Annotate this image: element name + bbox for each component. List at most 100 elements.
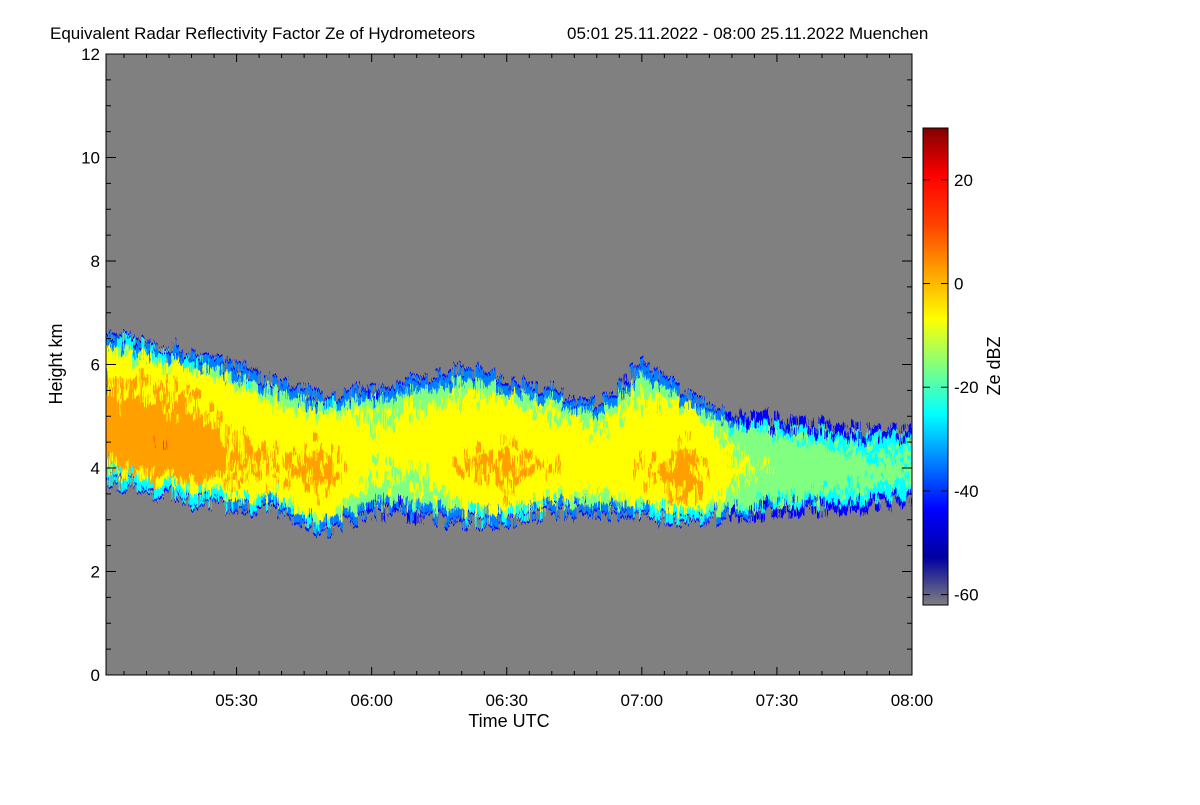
- cloud-cell: [306, 463, 310, 473]
- cloud-cell: [763, 411, 767, 420]
- cloud-cell: [450, 497, 454, 509]
- cloud-edge-top: [472, 378, 476, 381]
- cloud-cell: [756, 443, 760, 452]
- cloud-cell: [155, 398, 159, 411]
- cloud-cell: [761, 512, 765, 521]
- cloud-cell: [418, 398, 422, 409]
- cloud-cell: [776, 471, 780, 479]
- cloud-cell: [518, 406, 521, 417]
- cloud-cell: [155, 442, 159, 455]
- cloud-cell: [209, 379, 213, 391]
- cloud-cell: [403, 456, 407, 467]
- cloud-cell: [520, 476, 524, 486]
- cloud-cell: [520, 425, 524, 435]
- cloud-cell: [272, 385, 276, 396]
- cloud-cell: [277, 436, 280, 446]
- cloud-cell: [227, 457, 231, 470]
- cloud-cell: [567, 418, 571, 428]
- cloud-cell: [740, 466, 744, 474]
- cloud-edge-base: [313, 532, 316, 535]
- cloud-cell: [166, 440, 170, 451]
- cloud-cell: [119, 455, 123, 466]
- cloud-cell: [569, 440, 573, 450]
- cloud-cell: [261, 475, 265, 485]
- cloud-cell: [133, 467, 136, 479]
- cloud-cell: [126, 460, 130, 472]
- cloud-cell: [124, 377, 127, 390]
- cloud-cell: [502, 383, 506, 395]
- cloud-cell: [283, 470, 287, 480]
- cloud-cell: [436, 420, 440, 431]
- cloud-cell: [675, 385, 679, 396]
- cloud-cell: [142, 358, 145, 371]
- cloud-cell: [337, 428, 341, 438]
- cloud-cell: [673, 494, 677, 505]
- cloud-cell: [245, 452, 249, 463]
- cloud-cell: [610, 487, 614, 497]
- cloud-cell: [403, 382, 407, 393]
- cloud-edge-top: [369, 390, 373, 393]
- cloud-cell: [477, 421, 481, 433]
- cloud-cell: [779, 509, 783, 517]
- cloud-cell: [270, 411, 274, 420]
- cloud-cell: [306, 490, 310, 501]
- cloud-edge-top: [333, 389, 337, 392]
- cloud-cell: [585, 506, 589, 515]
- cloud-edge-top: [704, 407, 708, 410]
- cloud-cell: [686, 440, 690, 450]
- cloud-cell: [463, 403, 467, 416]
- cloud-cell: [378, 469, 382, 479]
- cloud-cell: [389, 451, 393, 462]
- cloud-cell: [130, 417, 134, 428]
- cloud-cell: [205, 443, 208, 454]
- cloud-cell: [731, 472, 735, 480]
- cloud-cell: [180, 383, 184, 395]
- cloud-cell: [299, 444, 303, 456]
- cloud-edge-top: [441, 373, 445, 376]
- cloud-cell: [243, 415, 247, 427]
- cloud-cell: [272, 458, 276, 469]
- cloud-cell: [373, 475, 377, 485]
- cloud-edge-base: [590, 516, 593, 519]
- cloud-edge-base: [106, 477, 109, 480]
- cloud-cell: [693, 438, 697, 449]
- cloud-cell: [346, 471, 350, 482]
- cloud-cell: [252, 421, 256, 433]
- cloud-cell: [718, 459, 722, 468]
- cloud-cell: [792, 471, 796, 478]
- cloud-cell: [416, 489, 420, 499]
- cloud-edge-top: [358, 394, 362, 397]
- cloud-edge-top: [668, 385, 672, 388]
- cloud-cell: [175, 369, 179, 381]
- cloud-cell: [171, 428, 175, 439]
- cloud-cell: [551, 487, 555, 497]
- cloud-cell: [416, 453, 420, 464]
- cloud-cell: [124, 355, 127, 367]
- cloud-cell: [689, 509, 692, 520]
- cloud-cell: [407, 386, 411, 397]
- cloud-cell: [540, 413, 544, 423]
- cloud-edge-base: [445, 526, 449, 529]
- cloud-cell: [657, 502, 661, 514]
- cloud-cell: [414, 469, 418, 482]
- cloud-edge-top: [434, 380, 438, 383]
- cloud-cell: [238, 460, 242, 471]
- cloud-cell: [614, 428, 618, 437]
- cloud-cell: [430, 447, 434, 457]
- cloud-cell: [506, 405, 510, 416]
- cloud-cell: [632, 498, 636, 509]
- cloud-cell: [511, 397, 515, 408]
- cloud-cell: [772, 442, 776, 449]
- cloud-cell: [355, 495, 359, 507]
- cloud-cell: [256, 448, 260, 459]
- cloud-edge-top: [630, 365, 634, 368]
- cloud-cell: [234, 411, 238, 423]
- cloud-cell: [220, 468, 224, 479]
- cloud-cell: [184, 487, 188, 499]
- cloud-cell: [308, 476, 312, 487]
- cloud-cell: [560, 469, 564, 479]
- cloud-cell: [614, 436, 618, 445]
- cloud-cell: [565, 467, 569, 477]
- cloud-edge-base: [533, 510, 537, 513]
- cloud-cell: [299, 414, 303, 425]
